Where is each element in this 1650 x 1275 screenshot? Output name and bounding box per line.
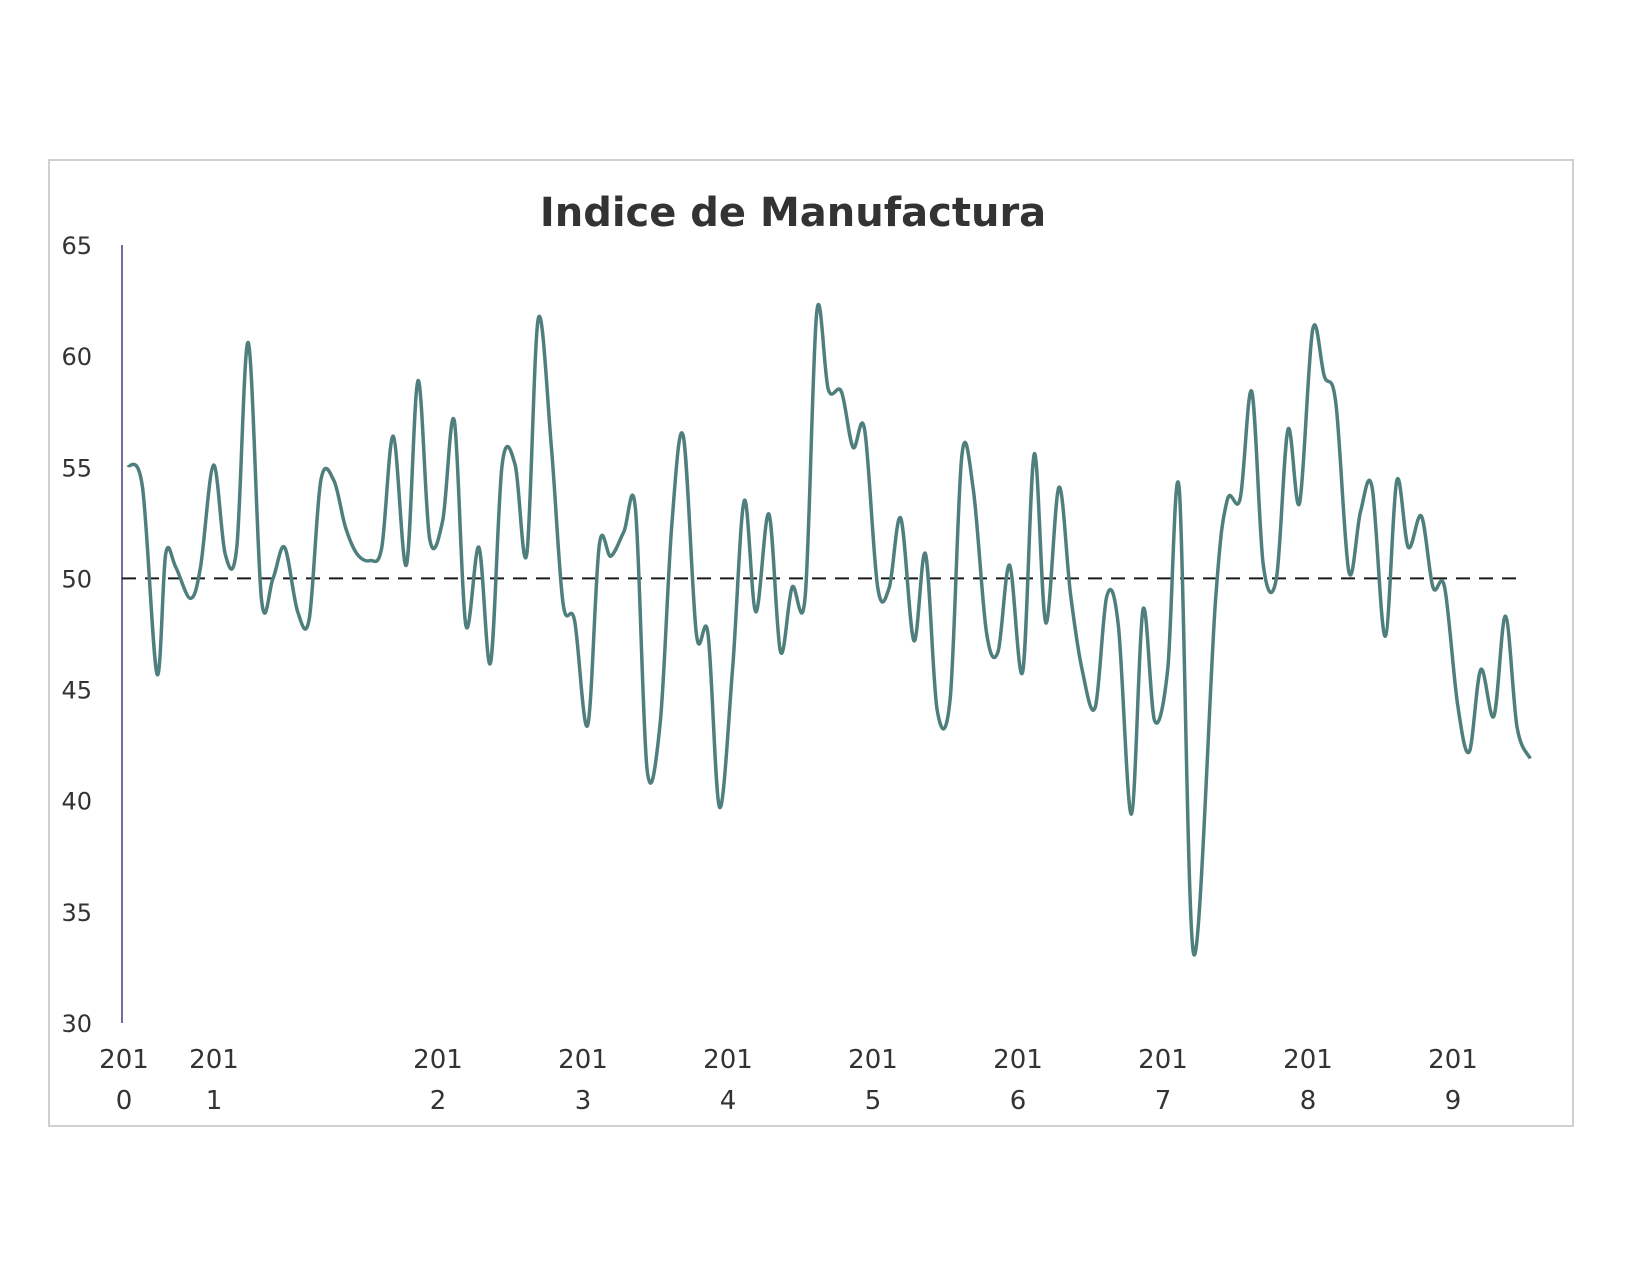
x-tick-label-2016: 201 6 (993, 1045, 1043, 1116)
y-tick-label-55: 55 (61, 454, 92, 482)
x-axis-ticks: 201 0 201 1 201 2 201 3 201 4 201 5 201 6 201 7 201 8 201 9 (99, 1045, 1478, 1116)
x-tick-label-2015: 201 5 (848, 1045, 898, 1116)
y-tick-label-40: 40 (61, 788, 92, 816)
x-tick-label-2012: 201 2 (413, 1045, 463, 1116)
chart-area: Indice de Manufactura 30 35 40 45 50 55 60 65 2… (48, 159, 1574, 1127)
x-tick-label-2011: 201 1 (189, 1045, 239, 1116)
y-tick-label-60: 60 (61, 343, 92, 371)
x-tick-label-2019: 201 9 (1428, 1045, 1478, 1116)
y-tick-label-50: 50 (61, 565, 92, 593)
x-tick-label-2014: 201 4 (703, 1045, 753, 1116)
chart-title: Indice de Manufactura (540, 190, 1046, 236)
x-tick-label-2010: 201 0 (99, 1045, 149, 1116)
series-line (126, 302, 1532, 957)
line-chart: Indice de Manufactura 30 35 40 45 50 55 60 65 2… (61, 190, 1532, 1116)
x-tick-label-2018: 201 8 (1283, 1045, 1333, 1116)
y-tick-label-45: 45 (61, 677, 92, 705)
y-tick-label-30: 30 (61, 1010, 92, 1038)
y-axis-ticks: 30 35 40 45 50 55 60 65 (61, 232, 92, 1038)
x-tick-label-2017: 201 7 (1138, 1045, 1188, 1116)
y-tick-label-65: 65 (61, 232, 92, 260)
x-tick-label-2013: 201 3 (558, 1045, 608, 1116)
y-tick-label-35: 35 (61, 899, 92, 927)
